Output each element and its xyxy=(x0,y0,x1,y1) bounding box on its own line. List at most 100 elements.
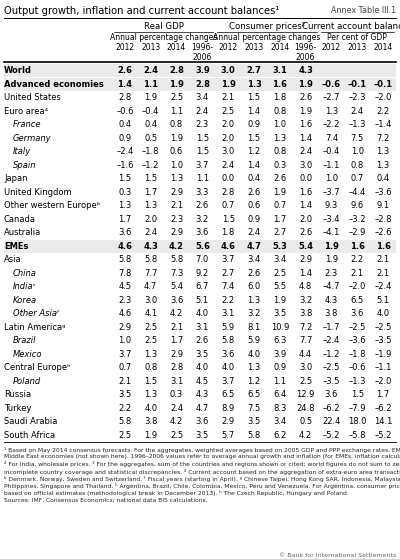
Text: 4.6: 4.6 xyxy=(118,309,132,318)
Text: 1.9: 1.9 xyxy=(273,296,286,305)
Text: 3.8: 3.8 xyxy=(325,309,338,318)
Text: 1.4: 1.4 xyxy=(248,107,260,116)
Text: –1.6: –1.6 xyxy=(116,161,134,170)
Text: 2014: 2014 xyxy=(374,43,393,52)
Text: –1.7: –1.7 xyxy=(323,323,340,331)
Text: 4.5: 4.5 xyxy=(196,377,209,386)
Text: 1.7: 1.7 xyxy=(273,215,286,224)
Text: 1.9: 1.9 xyxy=(144,431,157,440)
Text: 1.3: 1.3 xyxy=(170,174,183,183)
Text: 2.7: 2.7 xyxy=(222,269,235,278)
Bar xyxy=(4,78,396,91)
Text: –4.7: –4.7 xyxy=(323,282,340,291)
Text: 6.3: 6.3 xyxy=(273,337,286,345)
Text: –2.5: –2.5 xyxy=(374,323,392,331)
Text: 4.3: 4.3 xyxy=(143,241,158,251)
Text: 2.0: 2.0 xyxy=(222,134,235,143)
Text: 2.4: 2.4 xyxy=(351,107,364,116)
Text: 2.9: 2.9 xyxy=(118,323,132,331)
Text: –0.1: –0.1 xyxy=(348,80,367,89)
Text: 1.3: 1.3 xyxy=(247,363,261,372)
Text: ¹ Based on May 2014 consensus forecasts. For the aggregates, weighted averages b: ¹ Based on May 2014 consensus forecasts.… xyxy=(4,447,400,453)
Text: –7.9: –7.9 xyxy=(348,404,366,413)
Text: 1.9: 1.9 xyxy=(221,80,236,89)
Text: 2014: 2014 xyxy=(270,43,290,52)
Text: 3.1: 3.1 xyxy=(272,67,287,75)
Text: 2.1: 2.1 xyxy=(376,255,390,264)
Text: 4.6: 4.6 xyxy=(118,241,132,251)
Text: 2.1: 2.1 xyxy=(376,269,390,278)
Text: –3.5: –3.5 xyxy=(323,377,340,386)
Text: 1.3: 1.3 xyxy=(247,296,261,305)
Text: –2.8: –2.8 xyxy=(374,215,392,224)
Text: 4.7: 4.7 xyxy=(144,282,157,291)
Text: 0.4: 0.4 xyxy=(118,120,132,129)
Text: 1.3: 1.3 xyxy=(144,350,157,359)
Text: 2.4: 2.4 xyxy=(144,228,157,237)
Text: 3.6: 3.6 xyxy=(350,309,364,318)
Text: 3.7: 3.7 xyxy=(222,255,235,264)
Text: –2.6: –2.6 xyxy=(374,228,392,237)
Text: 2.3: 2.3 xyxy=(118,296,132,305)
Text: –3.7: –3.7 xyxy=(323,188,340,197)
Text: Philippines, Singapore and Thailand. ʰ Argentina, Brazil, Chile, Colombia, Mexic: Philippines, Singapore and Thailand. ʰ A… xyxy=(4,483,400,489)
Text: 2.7: 2.7 xyxy=(273,228,286,237)
Text: 9.1: 9.1 xyxy=(376,201,390,210)
Text: 5.8: 5.8 xyxy=(118,255,132,264)
Text: 1.1: 1.1 xyxy=(273,377,286,386)
Text: 4.2: 4.2 xyxy=(299,431,312,440)
Text: 3.6: 3.6 xyxy=(196,417,209,427)
Text: 2.1: 2.1 xyxy=(118,377,132,386)
Text: Central Europeʰ: Central Europeʰ xyxy=(4,363,70,372)
Text: 2.5: 2.5 xyxy=(170,93,183,102)
Text: 2.8: 2.8 xyxy=(195,80,210,89)
Text: Advanced economies: Advanced economies xyxy=(4,80,104,89)
Text: 22.4: 22.4 xyxy=(322,417,341,427)
Text: 1996-
2006: 1996- 2006 xyxy=(294,43,317,63)
Text: 6.5: 6.5 xyxy=(351,296,364,305)
Text: –3.6: –3.6 xyxy=(348,337,366,345)
Text: 2.5: 2.5 xyxy=(273,269,286,278)
Text: 1.3: 1.3 xyxy=(144,390,157,399)
Text: 1.3: 1.3 xyxy=(118,201,132,210)
Text: 3.9: 3.9 xyxy=(273,350,286,359)
Text: 3.4: 3.4 xyxy=(247,255,261,264)
Text: 3.4: 3.4 xyxy=(273,417,286,427)
Text: –2.4: –2.4 xyxy=(323,337,340,345)
Text: 2.4: 2.4 xyxy=(196,107,209,116)
Text: –3.6: –3.6 xyxy=(374,188,392,197)
Text: 1.4: 1.4 xyxy=(248,161,260,170)
Text: 4.0: 4.0 xyxy=(196,309,209,318)
Text: 0.6: 0.6 xyxy=(247,201,261,210)
Text: 2.1: 2.1 xyxy=(170,201,183,210)
Text: 0.5: 0.5 xyxy=(144,134,157,143)
Text: 5.8: 5.8 xyxy=(118,417,132,427)
Text: 4.3: 4.3 xyxy=(325,296,338,305)
Text: 3.7: 3.7 xyxy=(196,161,209,170)
Text: 1.6: 1.6 xyxy=(299,120,312,129)
Text: 2.0: 2.0 xyxy=(222,120,235,129)
Text: 4.0: 4.0 xyxy=(222,363,235,372)
Text: 3.5: 3.5 xyxy=(118,390,132,399)
Text: 5.4: 5.4 xyxy=(298,241,313,251)
Text: 2.9: 2.9 xyxy=(170,350,183,359)
Text: –1.3: –1.3 xyxy=(348,377,366,386)
Text: –2.0: –2.0 xyxy=(374,377,392,386)
Text: 7.7: 7.7 xyxy=(144,269,158,278)
Text: –2.5: –2.5 xyxy=(323,363,340,372)
Text: 3.6: 3.6 xyxy=(196,228,209,237)
Text: 0.9: 0.9 xyxy=(273,363,286,372)
Text: ᵇ Denmark, Norway, Sweden and Switzerland. ᶠ Fiscal years (starting in April). ᶢ: ᵇ Denmark, Norway, Sweden and Switzerlan… xyxy=(4,476,400,482)
Text: 4.5: 4.5 xyxy=(118,282,132,291)
Text: 7.4: 7.4 xyxy=(222,282,235,291)
Text: 0.8: 0.8 xyxy=(273,107,286,116)
Text: 5.4: 5.4 xyxy=(170,282,183,291)
Text: 2.6: 2.6 xyxy=(299,93,312,102)
Text: 7.2: 7.2 xyxy=(299,323,312,331)
Text: –2.4: –2.4 xyxy=(374,282,392,291)
Text: 1.0: 1.0 xyxy=(118,337,132,345)
Text: 1.7: 1.7 xyxy=(118,215,132,224)
Text: 3.0: 3.0 xyxy=(144,296,157,305)
Text: 2.5: 2.5 xyxy=(144,337,157,345)
Text: 8.3: 8.3 xyxy=(273,404,286,413)
